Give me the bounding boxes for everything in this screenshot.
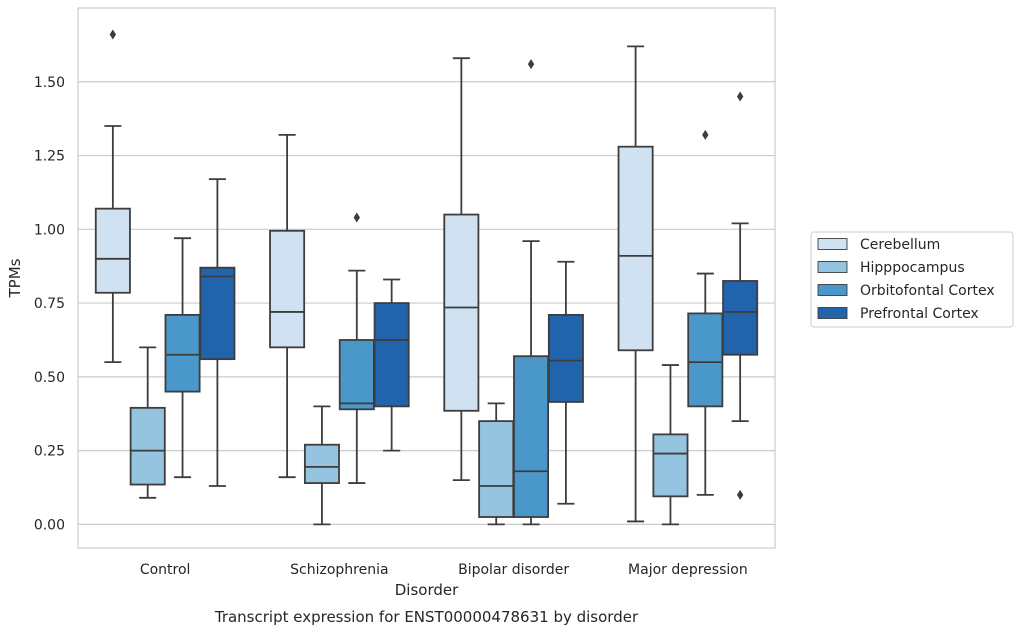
box-body [687, 312, 724, 408]
y-tick-label: 1.25 [34, 149, 65, 165]
outlier-point [736, 91, 744, 102]
y-tick-label: 0.50 [34, 370, 65, 386]
box-body [478, 420, 515, 518]
box-groups [94, 29, 759, 526]
box-2-3 [547, 260, 584, 505]
box-3-3 [722, 91, 759, 500]
x-tick-label: Bipolar disorder [458, 562, 569, 578]
box-body [303, 443, 340, 484]
box-0-3 [199, 178, 236, 487]
box-1-3 [373, 278, 410, 452]
legend-label: Orbitofontal Cortex [860, 283, 995, 299]
box-3-2 [687, 129, 724, 496]
box-2-0 [443, 57, 480, 482]
box-1-0 [269, 133, 306, 479]
outlier-point [702, 129, 709, 140]
box-body [652, 433, 689, 498]
box-0-0 [94, 29, 131, 363]
box-body [269, 229, 306, 349]
outlier-point [353, 212, 360, 223]
box-body [443, 213, 480, 412]
box-2-2 [513, 59, 550, 526]
box-body [547, 313, 584, 403]
legend-swatch [817, 238, 848, 250]
y-tick-label: 0.00 [34, 517, 65, 533]
legend-label: Prefrontal Cortex [860, 306, 979, 322]
box-1-1 [303, 405, 340, 526]
box-body [94, 207, 131, 294]
legend-frame [810, 231, 1014, 328]
box-0-1 [129, 346, 166, 499]
box-3-0 [617, 45, 654, 523]
outlier-point [109, 29, 117, 40]
outlier-point [736, 489, 744, 500]
y-axis-label: TPMs [6, 258, 24, 298]
box-body [722, 280, 759, 356]
box-3-1 [652, 364, 689, 526]
legend: Cerebellum Hipppocampus Orbitofontal Corte… [810, 231, 1014, 328]
y-tick-label: 0.25 [34, 444, 65, 460]
x-tick-label: Control [140, 562, 191, 578]
legend-swatch [817, 284, 848, 296]
box-2-1 [478, 402, 515, 526]
legend-label: Hipppocampus [860, 260, 965, 276]
outlier-point [527, 59, 535, 70]
x-tick-label: Schizophrenia [290, 562, 388, 578]
x-axis-label: Disorder [395, 581, 459, 599]
box-body [129, 406, 166, 486]
box-body [164, 313, 201, 393]
y-tick-labels: 0.00 0.25 0.50 0.75 1.00 1.25 1.50 [34, 75, 65, 534]
y-tick-label: 0.75 [34, 296, 65, 312]
chart-title: Transcript expression for ENST0000047863… [214, 608, 639, 626]
y-tick-label: 1.00 [34, 222, 65, 238]
legend-swatch [817, 307, 848, 319]
x-tick-label: Major depression [628, 562, 748, 578]
legend-swatch [817, 261, 848, 273]
box-body [513, 355, 550, 518]
legend-label: Cerebellum [860, 237, 940, 253]
box-body [373, 302, 410, 408]
x-tick-labels: Control Schizophrenia Bipolar disorder Majo… [140, 562, 748, 578]
box-body [617, 145, 654, 352]
box-0-2 [164, 237, 201, 479]
box-body [199, 266, 236, 361]
plot-frame [77, 7, 776, 549]
box-body [338, 339, 375, 411]
y-tick-label: 1.50 [34, 75, 65, 91]
